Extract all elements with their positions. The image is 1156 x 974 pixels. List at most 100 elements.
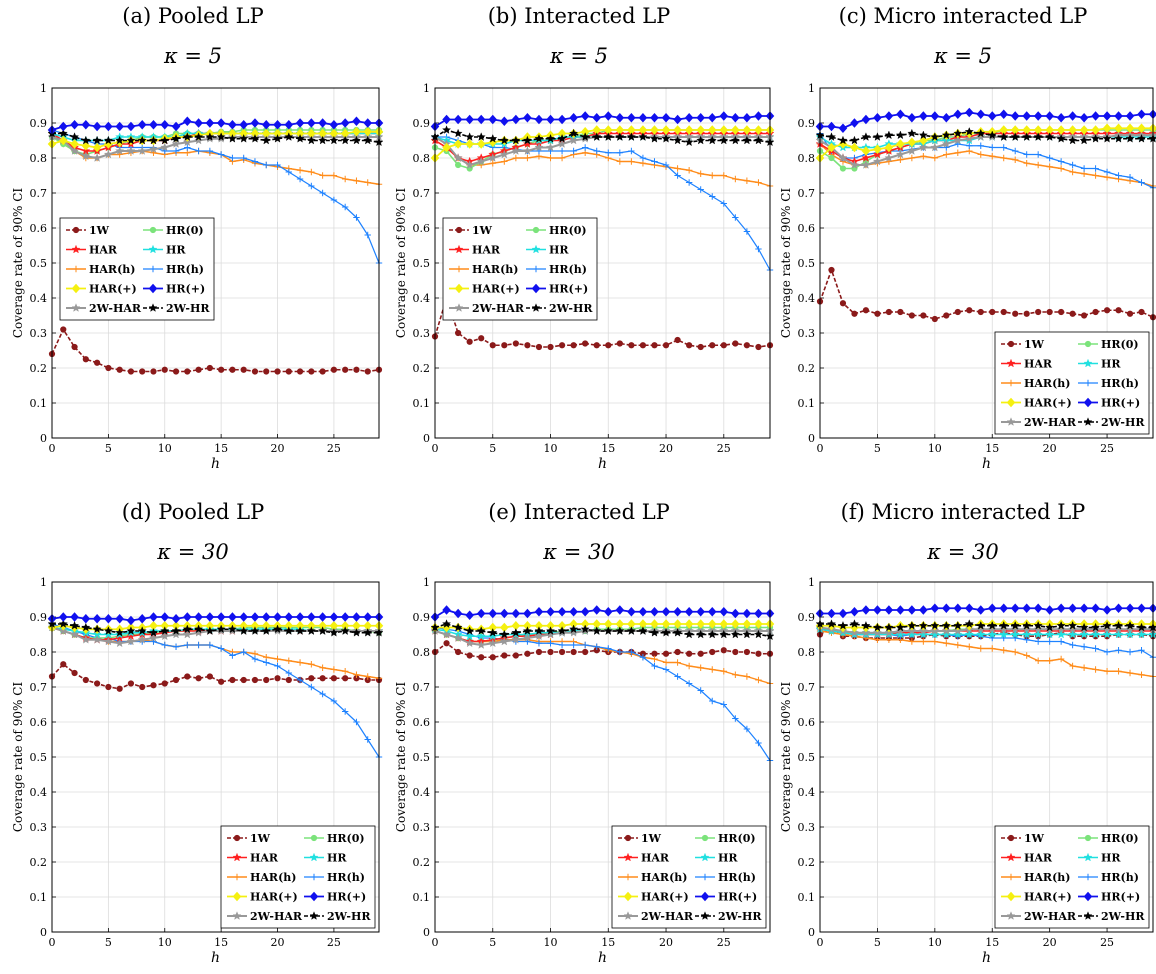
data-point <box>329 612 339 622</box>
legend-item: 2W-HR <box>1078 416 1145 429</box>
data-point <box>827 121 836 132</box>
x-tick-label: 20 <box>659 936 673 949</box>
y-tick-label: 0.9 <box>413 611 431 624</box>
y-axis-label: Coverage rate of 90% CI <box>394 682 408 833</box>
data-point <box>651 655 658 663</box>
data-point <box>443 640 450 647</box>
data-point <box>239 120 248 130</box>
data-point <box>182 629 192 639</box>
data-point <box>592 626 602 635</box>
legend-marker <box>455 265 463 273</box>
data-point <box>442 114 451 125</box>
data-point <box>743 228 751 235</box>
legend-item: HR(0) <box>526 224 587 237</box>
data-point <box>674 336 681 344</box>
legend-item: HR(0) <box>695 832 756 845</box>
y-tick-label: 0.4 <box>30 786 48 799</box>
data-point <box>206 641 214 649</box>
y-tick-label: 0.6 <box>798 716 816 729</box>
data-point <box>849 627 859 637</box>
data-point <box>661 113 671 123</box>
data-point <box>546 114 555 125</box>
data-point <box>534 142 544 152</box>
data-point <box>60 326 67 333</box>
data-point <box>308 168 315 176</box>
data-point <box>908 638 916 645</box>
data-point <box>941 130 951 140</box>
data-point <box>966 307 973 314</box>
legend-label: 2W-HAR <box>89 302 142 315</box>
data-point <box>160 142 170 152</box>
data-point <box>1033 629 1043 639</box>
data-point <box>1069 168 1076 176</box>
legend-label: HAR(h) <box>89 263 135 276</box>
data-point <box>453 608 463 619</box>
data-point <box>70 120 79 130</box>
data-point <box>1000 308 1007 316</box>
y-tick-label: 1 <box>423 576 430 589</box>
data-point <box>330 697 338 705</box>
legend-label: HAR <box>472 244 501 257</box>
legend-item: 2W-HR <box>304 910 371 923</box>
legend-label: 1W <box>250 832 271 845</box>
data-point <box>274 655 281 663</box>
data-point <box>58 128 68 138</box>
legend-marker <box>309 852 319 862</box>
data-point <box>545 626 556 635</box>
data-point <box>240 154 247 162</box>
data-point <box>127 680 135 687</box>
data-point <box>363 127 372 137</box>
panel-title: (f) Micro interacted LP <box>840 500 1086 524</box>
data-point <box>930 142 940 152</box>
data-point <box>592 605 601 615</box>
data-point <box>941 139 951 148</box>
data-point <box>732 648 739 656</box>
data-point <box>627 113 636 123</box>
data-point <box>150 368 157 375</box>
x-tick-label: 20 <box>271 442 285 455</box>
legend-item: 1W <box>1001 832 1045 845</box>
data-point <box>662 659 670 666</box>
data-point <box>330 172 338 179</box>
data-point <box>442 142 451 153</box>
data-point <box>1079 603 1089 613</box>
legend-item: 2W-HR <box>143 302 210 315</box>
y-tick-label: 0 <box>40 432 47 445</box>
data-point <box>296 659 304 666</box>
data-point <box>104 614 113 624</box>
legend-marker <box>1007 379 1015 387</box>
y-axis-label: Coverage rate of 90% CI <box>11 188 25 339</box>
panel-title: (b) Interacted LP <box>487 4 671 28</box>
data-point <box>81 622 91 632</box>
data-point <box>989 153 996 160</box>
legend-item: 2W-HAR <box>1001 416 1077 429</box>
data-point <box>907 620 917 630</box>
legend-label: HR <box>1101 852 1121 865</box>
series-2w-hr <box>815 126 1156 145</box>
data-point <box>1033 624 1043 634</box>
data-point <box>966 142 973 149</box>
data-point <box>341 668 349 675</box>
data-point <box>838 123 848 133</box>
legend-item: HR <box>1078 852 1121 865</box>
legend-item: 2W-HAR <box>1001 910 1077 923</box>
data-point <box>696 135 706 145</box>
x-tick-label: 10 <box>928 442 942 455</box>
data-point <box>1033 603 1043 613</box>
legend-marker <box>1084 873 1092 881</box>
y-tick-label: 0.6 <box>30 716 48 729</box>
series-har-h- <box>431 137 774 190</box>
data-point <box>501 652 508 659</box>
data-point <box>522 146 532 155</box>
data-point <box>1000 154 1007 162</box>
legend-item: HAR <box>227 852 279 865</box>
data-point <box>731 113 740 123</box>
data-point <box>742 113 752 123</box>
data-point <box>697 343 704 351</box>
data-point <box>720 172 727 179</box>
data-point <box>661 125 671 135</box>
data-point <box>826 619 837 628</box>
data-point <box>592 132 602 141</box>
legend-label: HAR(+) <box>1024 891 1072 904</box>
data-point <box>274 675 281 682</box>
